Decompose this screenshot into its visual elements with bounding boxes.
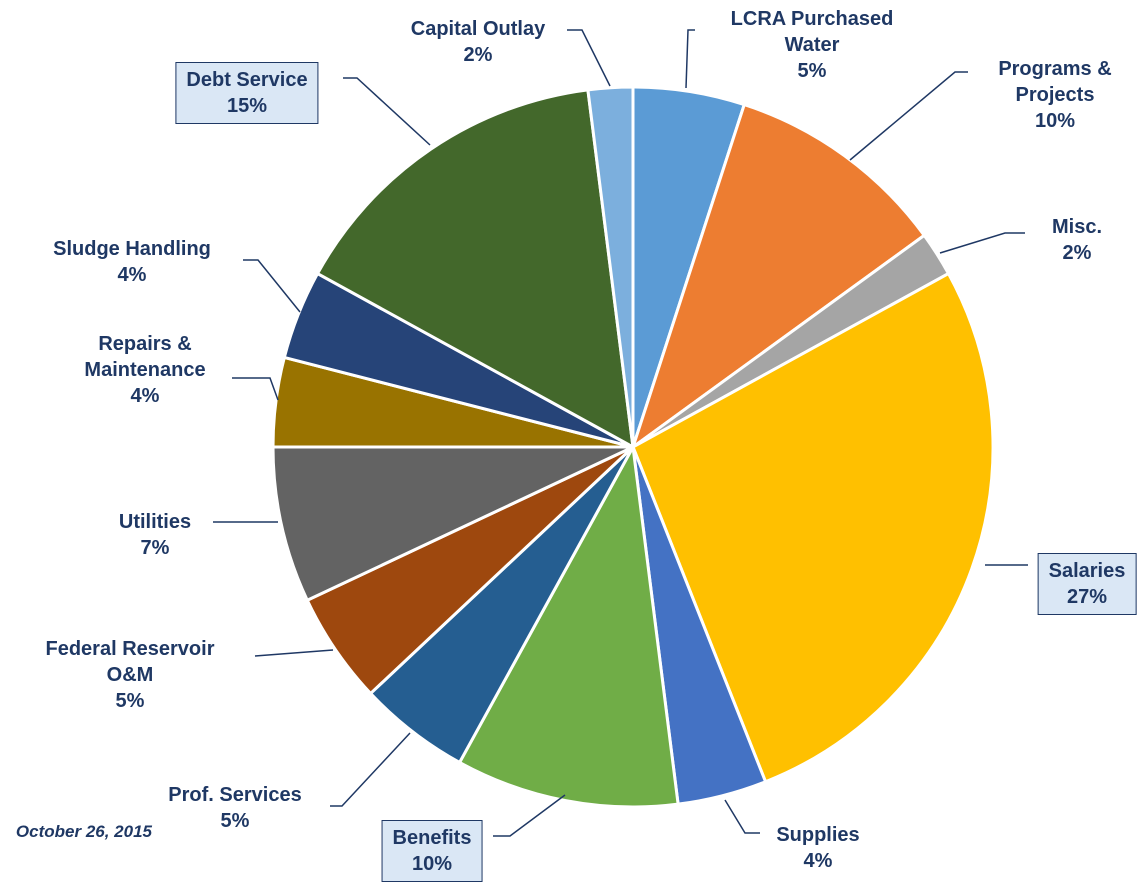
value-label: 4% <box>130 385 160 407</box>
category-label: LCRA Purchased Water <box>730 8 894 56</box>
leader-line <box>493 794 566 837</box>
pie-slice <box>457 442 680 809</box>
pie-slice <box>315 88 635 450</box>
value-label: 15% <box>226 95 268 117</box>
slice-label: Salaries 27% <box>1037 553 1137 615</box>
leader-line <box>330 732 411 807</box>
category-label: Sludge Handling <box>53 238 211 260</box>
category-label: Utilities <box>118 511 192 533</box>
leader-line <box>849 71 968 161</box>
footnote: October 26, 2015 <box>15 822 152 841</box>
value-label: 5% <box>115 690 145 712</box>
category-label: Capital Outlay <box>410 18 546 40</box>
value-label: 5% <box>220 810 250 832</box>
category-label: Benefits <box>392 827 472 849</box>
category-label: Supplies <box>776 824 860 846</box>
category-label: Programs & Projects <box>998 58 1112 106</box>
value-label: 27% <box>1066 586 1108 608</box>
slice-label: Capital Outlay 2% <box>411 16 545 68</box>
slice-label: Repairs & Maintenance 4% <box>55 331 235 409</box>
leader-line <box>724 799 760 834</box>
value-label: 2% <box>463 44 493 66</box>
category-label: Misc. <box>1051 216 1103 238</box>
value-label: 2% <box>1062 242 1092 264</box>
slice-label: Misc. 2% <box>1052 214 1102 266</box>
value-label: 10% <box>411 853 453 875</box>
value-label: 4% <box>803 850 833 872</box>
leader-line <box>254 649 334 657</box>
slice-label: LCRA Purchased Water 5% <box>722 6 902 84</box>
category-label: Debt Service <box>186 69 308 91</box>
value-label: 7% <box>140 537 170 559</box>
category-label: Repairs & Maintenance <box>84 333 206 381</box>
slice-label: Utilities 7% <box>119 509 191 561</box>
pie-slice <box>630 102 927 451</box>
category-label: Salaries <box>1048 560 1126 582</box>
value-label: 10% <box>1034 110 1076 132</box>
slice-label: Federal Reservoir O&M 5% <box>30 636 230 714</box>
leader-line <box>567 29 611 87</box>
pie-slice <box>586 85 635 448</box>
value-label: 5% <box>797 60 827 82</box>
leader-line <box>243 259 301 313</box>
value-label: 4% <box>117 264 147 286</box>
slice-label: Sludge Handling 4% <box>53 236 211 288</box>
leader-line <box>685 29 695 89</box>
slice-label: Supplies 4% <box>776 822 859 874</box>
leader-line <box>232 377 279 401</box>
leader-line <box>343 77 431 146</box>
category-label: Prof. Services <box>168 784 302 806</box>
slice-label: Benefits 10% <box>381 820 483 882</box>
slice-label: Programs & Projects 10% <box>980 56 1130 134</box>
category-label: Federal Reservoir O&M <box>45 638 215 686</box>
leader-line <box>939 232 1025 254</box>
pie-slice <box>271 445 634 603</box>
slice-label: Prof. Services 5% <box>168 782 301 834</box>
slice-label: Debt Service 15% <box>175 62 319 124</box>
pie-slice <box>631 271 995 784</box>
